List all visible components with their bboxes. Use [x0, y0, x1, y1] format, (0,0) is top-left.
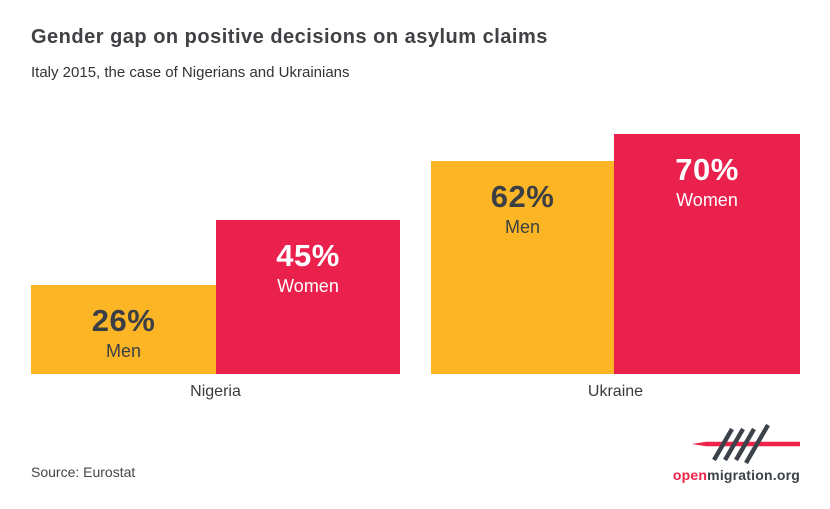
- openmigration-wordmark-domain: migration.org: [707, 467, 800, 483]
- bar-series-label: Men: [504, 217, 540, 238]
- bar-value-label: 26%: [91, 303, 156, 338]
- bar-value-label: 70%: [675, 152, 739, 187]
- category-label-nigeria: Nigeria: [190, 383, 241, 400]
- chart-subtitle: Italy 2015, the case of Nigerians and Uk…: [31, 64, 350, 81]
- chart-title: Gender gap on positive decisions on asyl…: [31, 26, 548, 48]
- bar-ukraine-women: 70% Women: [614, 134, 800, 374]
- bar-value-label: 45%: [276, 238, 340, 273]
- openmigration-wordmark: openmigration.org: [673, 467, 800, 483]
- bar-nigeria-men: 26% Men: [31, 285, 216, 374]
- bar-series-label: Women: [676, 190, 738, 211]
- category-label-ukraine: Ukraine: [587, 383, 644, 400]
- source-note: Source: Eurostat: [31, 464, 136, 480]
- bar-nigeria-women: 45% Women: [216, 220, 400, 374]
- bar-ukraine-men: 62% Men: [431, 161, 614, 374]
- bar-value-label: 62%: [490, 179, 555, 214]
- bar-series-label: Women: [277, 276, 339, 297]
- openmigration-wordmark-open: open: [672, 467, 708, 483]
- openmigration-mark-icon: [692, 424, 800, 464]
- bar-series-label: Men: [105, 341, 141, 362]
